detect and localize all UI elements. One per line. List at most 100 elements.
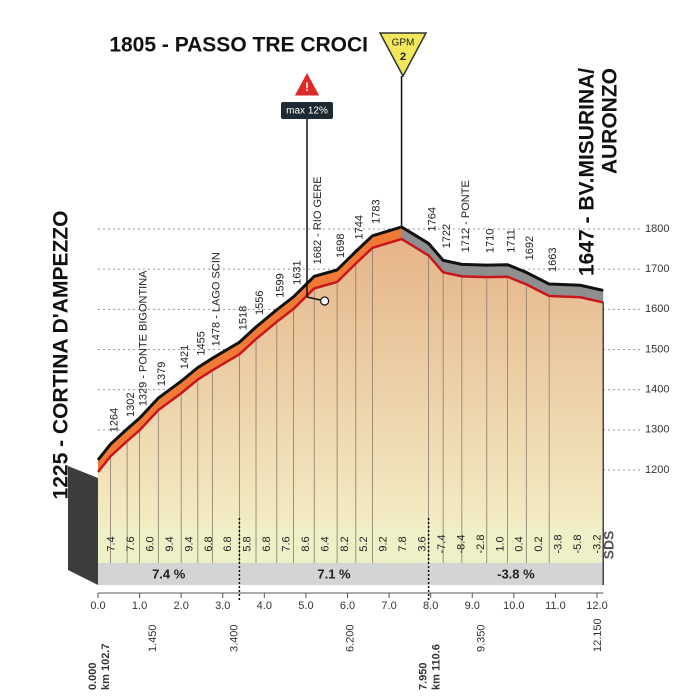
average-gradient: -3.8 % (497, 566, 535, 581)
average-gradient: 7.4 % (152, 566, 186, 581)
waypoint-label: 1421 (179, 345, 191, 369)
waypoint-label: 1712 - PONTE (460, 180, 472, 252)
waypoint-label: 1764 (426, 207, 438, 231)
gradient-label: 6.8 (222, 536, 234, 551)
distance-label: 0.000 (87, 662, 99, 690)
gradient-label: -3.8 (553, 535, 565, 554)
gradient-label: 6.8 (261, 536, 273, 551)
gradient-label: 7.6 (125, 536, 137, 551)
gradient-label: 8.2 (339, 536, 351, 551)
gpm-triangle (378, 32, 428, 78)
gradient-label: 9.2 (378, 536, 390, 551)
waypoint-label: 1663 (547, 248, 559, 272)
waypoint-label: 1556 (254, 291, 266, 315)
profile-line (96, 225, 604, 461)
gradient-label: -7.4 (436, 535, 448, 554)
x-tick-label: 11.0 (545, 600, 566, 612)
y-tick-label: 1500 (645, 343, 669, 355)
gradient-label: -2.8 (475, 535, 487, 554)
distance-label: 7.950 (417, 662, 429, 690)
gradient-label: 6.8 (203, 536, 215, 551)
max-gradient-label: max 12% (286, 106, 328, 117)
waypoint-label: 1302 (125, 393, 137, 417)
y-tick-label: 1300 (645, 424, 669, 436)
gradient-label: 0.2 (533, 536, 545, 551)
profile-edge (97, 237, 604, 473)
x-tick-label: 10.0 (503, 600, 524, 612)
km-label: km 110.6 (430, 644, 442, 690)
gradient-label: 6.4 (319, 536, 331, 551)
background-layer (68, 228, 640, 585)
gradient-label: 5.2 (358, 536, 370, 551)
gradient-label: -3.2 (591, 535, 603, 554)
gpm-label: GPM (392, 38, 415, 49)
distance-label: 9.350 (476, 624, 488, 652)
waypoint-label: 1631 (291, 260, 303, 284)
x-tick-label: 2.0 (174, 600, 189, 612)
waypoint-label: 1722 (441, 224, 453, 248)
average-band (98, 563, 604, 585)
gradient-label: 7.8 (397, 536, 409, 551)
waypoint-label: 1783 (370, 199, 382, 223)
credit: SDS (601, 531, 617, 560)
y-tick-label: 1800 (645, 223, 669, 235)
waypoint-label: 1329 - PONTE BIGONTINA (137, 270, 149, 406)
y-tick-label: 1700 (645, 263, 669, 275)
warning-sign: ! (305, 80, 309, 94)
gradient-label: 5.8 (242, 536, 254, 551)
gradient-label: 6.0 (144, 536, 156, 551)
waypoint-label: 1264 (108, 408, 120, 432)
y-tick-label: 1400 (645, 384, 669, 396)
waypoint-label: 1744 (354, 215, 366, 239)
x-tick-label: 5.0 (298, 600, 313, 612)
average-gradient: 7.1 % (317, 566, 351, 581)
x-tick-label: 7.0 (381, 600, 396, 612)
start-block (68, 465, 98, 585)
x-tick-label: 0.0 (90, 600, 105, 612)
distance-label: 3.400 (228, 624, 240, 652)
start-label: 1225 - CORTINA D'AMPEZZO (50, 211, 73, 500)
waypoint-label: 1710 (485, 229, 497, 253)
gradient-label: 3.6 (417, 536, 429, 551)
max-gradient-point (320, 296, 330, 306)
gpm-badge: GPM 2 (378, 32, 428, 78)
waypoint-label: 1379 (156, 362, 168, 386)
waypoint-label: 1478 - LAGO SCIN (210, 252, 222, 346)
km-label: km 102.7 (100, 644, 112, 690)
max-gradient-marker: ! max 12% (281, 70, 333, 119)
waypoint-label: 1692 (524, 236, 536, 260)
y-tick-label: 1600 (645, 303, 669, 315)
waypoint-label: 1455 (196, 331, 208, 355)
finish-label: AURONZO (599, 68, 622, 174)
gradient-label: 0.4 (514, 536, 526, 551)
distance-label: 6.200 (345, 624, 357, 652)
x-tick-label: 12.0 (586, 600, 607, 612)
gradient-label: 7.6 (281, 536, 293, 551)
waypoint-label: 1711 (506, 229, 518, 253)
x-tick-label: 9.0 (465, 600, 480, 612)
gradient-label: 7.4 (106, 536, 118, 551)
gradient-strip (98, 528, 604, 563)
distance-label: 1.450 (147, 624, 159, 652)
waypoint-label: 1599 (275, 273, 287, 297)
y-tick-label: 1200 (645, 464, 669, 476)
warning-icon (293, 70, 321, 97)
x-tick-label: 4.0 (257, 600, 272, 612)
x-tick-label: 3.0 (215, 600, 230, 612)
distance-label: 12.150 (592, 618, 604, 652)
waypoint-label: 1698 (335, 233, 347, 257)
gradient-label: 9.4 (183, 536, 195, 551)
x-tick-label: 1.0 (132, 600, 147, 612)
profile-area (98, 238, 604, 528)
chart-title: 1805 - PASSO TRE CROCI (109, 34, 368, 57)
finish-label: 1647 - BV.MISURINA/ (576, 68, 599, 276)
max-box (281, 102, 333, 119)
gradient-label: 1.0 (494, 536, 506, 551)
gpm-category: 2 (400, 51, 406, 63)
gradient-label: 9.4 (164, 536, 176, 551)
gradient-label: 8.6 (300, 536, 312, 551)
gradient-label: -5.8 (572, 535, 584, 554)
waypoint-label: 1518 (237, 306, 249, 330)
x-tick-label: 6.0 (340, 600, 355, 612)
